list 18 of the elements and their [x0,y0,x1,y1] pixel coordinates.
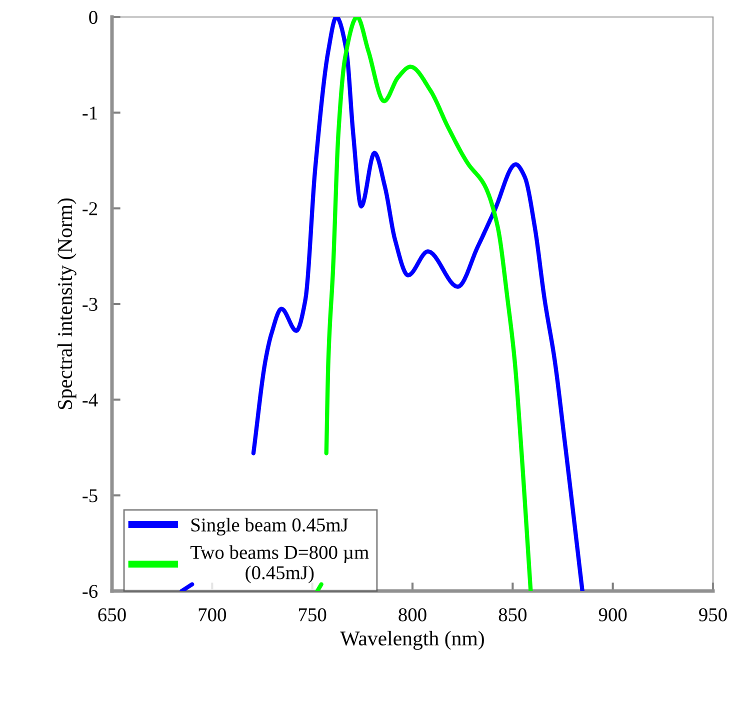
x-tick-label: 950 [699,608,727,622]
legend-label: Two beams D=800 µm (0.45mJ) [190,545,369,584]
y-tick-label: -1 [82,106,97,120]
x-tick-label: 750 [299,608,326,622]
x-tick-label: 900 [598,608,627,622]
x-tick-label: 800 [398,608,426,622]
x-tick-label: 850 [498,608,527,622]
x-tick-label: 700 [198,608,226,622]
y-tick-label: -4 [82,394,98,406]
y-tick-label: -2 [82,202,98,216]
x-axis-title: Wavelength (nm) [340,630,484,650]
y-tick-label: -5 [82,489,98,502]
y-tick-label: -3 [82,298,98,311]
x-tick-label: 650 [98,608,126,622]
y-tick-label: 0 [89,10,98,24]
y-axis-title: Spectral intensity (Norm) [57,198,76,410]
y-tick-label: -6 [82,584,98,598]
legend-label: Single beam 0.45mJ [191,518,348,536]
